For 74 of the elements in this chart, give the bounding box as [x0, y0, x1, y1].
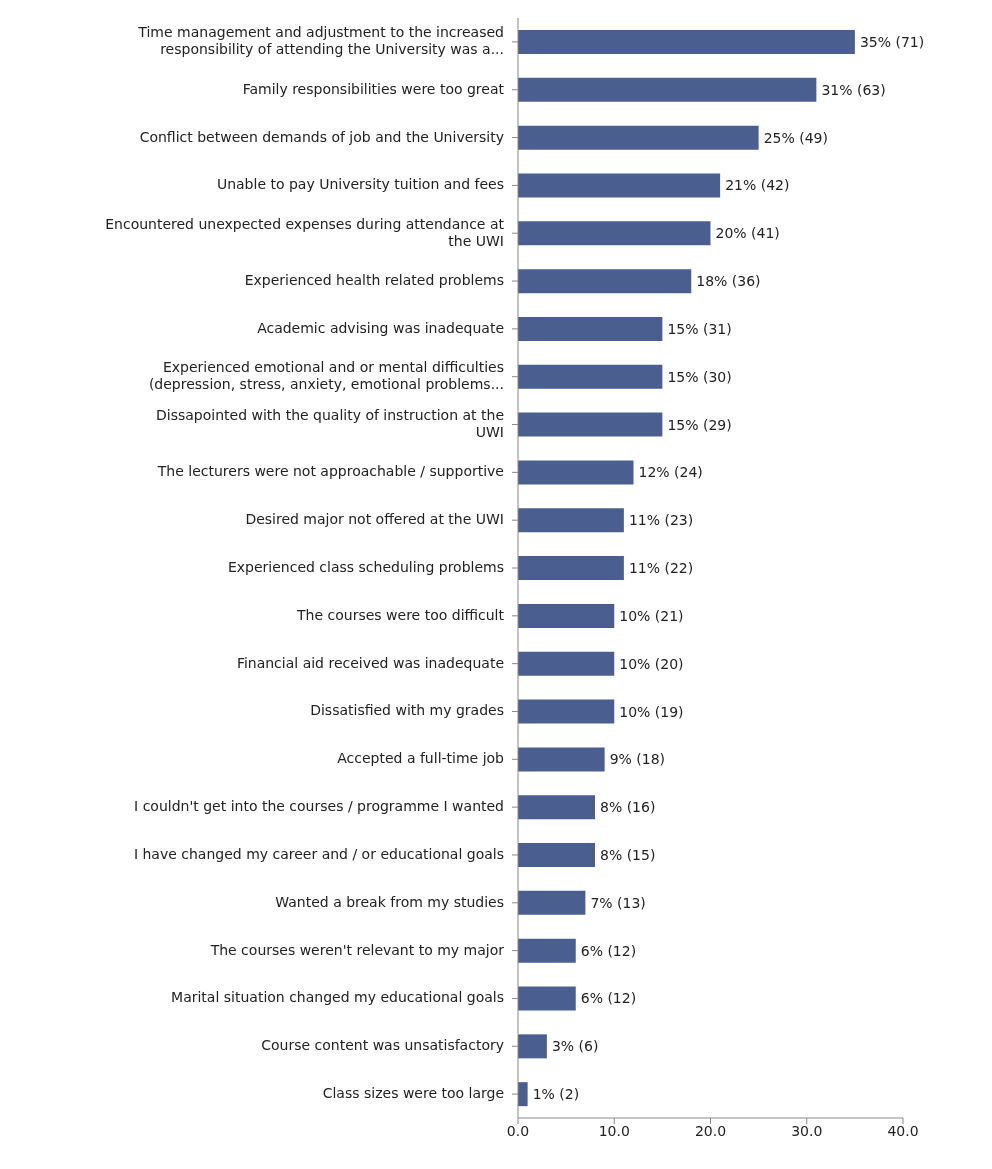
data-label: 6% (12)	[580, 990, 637, 1007]
bar	[518, 269, 692, 294]
data-label: 21% (42)	[725, 177, 790, 194]
y-tick-label: The courses weren't relevant to my major	[209, 941, 505, 958]
y-tick-label: I couldn't get into the courses / programme I wanted	[134, 798, 504, 815]
y-tick-label: Experienced health related problems	[244, 272, 504, 289]
data-label: 31% (63)	[821, 81, 886, 98]
data-label: 6% (12)	[580, 942, 637, 959]
y-tick-label: Dissatisfied with my grades	[310, 702, 504, 719]
bar	[518, 986, 576, 1011]
data-label: 25% (49)	[763, 129, 828, 146]
bar	[518, 556, 624, 581]
data-label: 8% (16)	[600, 799, 656, 816]
data-label: 15% (31)	[667, 320, 732, 337]
x-tick-label: 30.0	[791, 1122, 823, 1139]
y-tick-label: Academic advising was inadequate	[257, 319, 504, 336]
data-label: 18% (36)	[696, 273, 761, 290]
y-tick-label: Experienced class scheduling problems	[227, 559, 504, 575]
y-tick-label: I have changed my career and / or educational goals	[133, 845, 504, 862]
bar	[518, 795, 595, 820]
bar	[518, 30, 855, 54]
y-tick-label: The lecturers were not approachable / supportive	[156, 463, 504, 480]
x-tick-label: 20.0	[694, 1122, 727, 1139]
data-label: 11% (23)	[628, 512, 694, 529]
bar	[518, 603, 615, 628]
y-tick-label: Unable to pay University tuition and fees	[216, 176, 504, 193]
data-label: 1% (2)	[532, 1086, 580, 1103]
bar	[518, 651, 615, 676]
data-label: 8% (15)	[600, 847, 656, 864]
y-tick-label: Conflict between demands of job and the University	[139, 128, 504, 145]
bar	[518, 364, 663, 389]
y-tick-label: Class sizes were too large	[322, 1085, 504, 1102]
bar	[518, 412, 663, 437]
data-label: 12% (24)	[638, 464, 703, 481]
bar	[518, 508, 624, 533]
bar	[518, 77, 817, 102]
bar	[518, 221, 711, 246]
y-tick-label: Marital situation changed my educational goals	[171, 989, 504, 1006]
data-label: 15% (30)	[667, 368, 732, 385]
y-tick-label: Course content was unsatisfactory	[261, 1037, 504, 1054]
bar	[518, 1082, 528, 1107]
bar	[518, 843, 595, 868]
y-tick-label: Dissapointed with the quality of instruction at the UWI	[156, 407, 504, 441]
bar	[518, 173, 721, 198]
x-tick-label: 10.0	[598, 1122, 630, 1139]
data-label: 3% (6)	[551, 1038, 599, 1055]
y-tick-label: Wanted a break from my studies	[275, 893, 504, 910]
data-label: 7% (13)	[590, 894, 646, 911]
bar	[518, 460, 634, 485]
bar	[518, 316, 663, 341]
data-label: 10% (20)	[619, 655, 684, 672]
bar	[518, 938, 576, 963]
bar	[518, 890, 586, 915]
bar	[518, 125, 759, 150]
y-tick-label: Accepted a full-time job	[337, 750, 505, 767]
x-tick-label: 0.0	[506, 1122, 530, 1139]
data-label: 10% (19)	[619, 703, 684, 720]
bar	[518, 1034, 547, 1059]
data-label: 9% (18)	[609, 751, 666, 768]
y-tick-label: Experienced emotional and or mental difficulties (depression, stress, anxiety, emotional problems...	[148, 359, 504, 393]
y-tick-label: Financial aid received was inadequate	[236, 654, 504, 671]
y-tick-label: Encountered unexpected expenses during attendance at the UWI	[105, 215, 505, 249]
y-tick-label: The courses were too difficult	[296, 606, 505, 623]
data-label: 15% (29)	[667, 416, 732, 433]
data-label: 20% (41)	[715, 225, 780, 242]
bar	[518, 699, 615, 724]
bar	[518, 747, 605, 772]
x-tick-label: 40.0	[887, 1122, 919, 1139]
y-tick-label: Time management and adjustment to the increased responsibility of attending the University was a...	[137, 24, 504, 58]
data-label: 10% (21)	[619, 607, 684, 624]
data-label: 35% (71)	[859, 33, 925, 50]
y-tick-label: Desired major not offered at the UWI	[245, 511, 504, 528]
y-tick-label: Family responsibilities were too great	[242, 80, 505, 97]
data-label: 11% (22)	[628, 560, 694, 577]
